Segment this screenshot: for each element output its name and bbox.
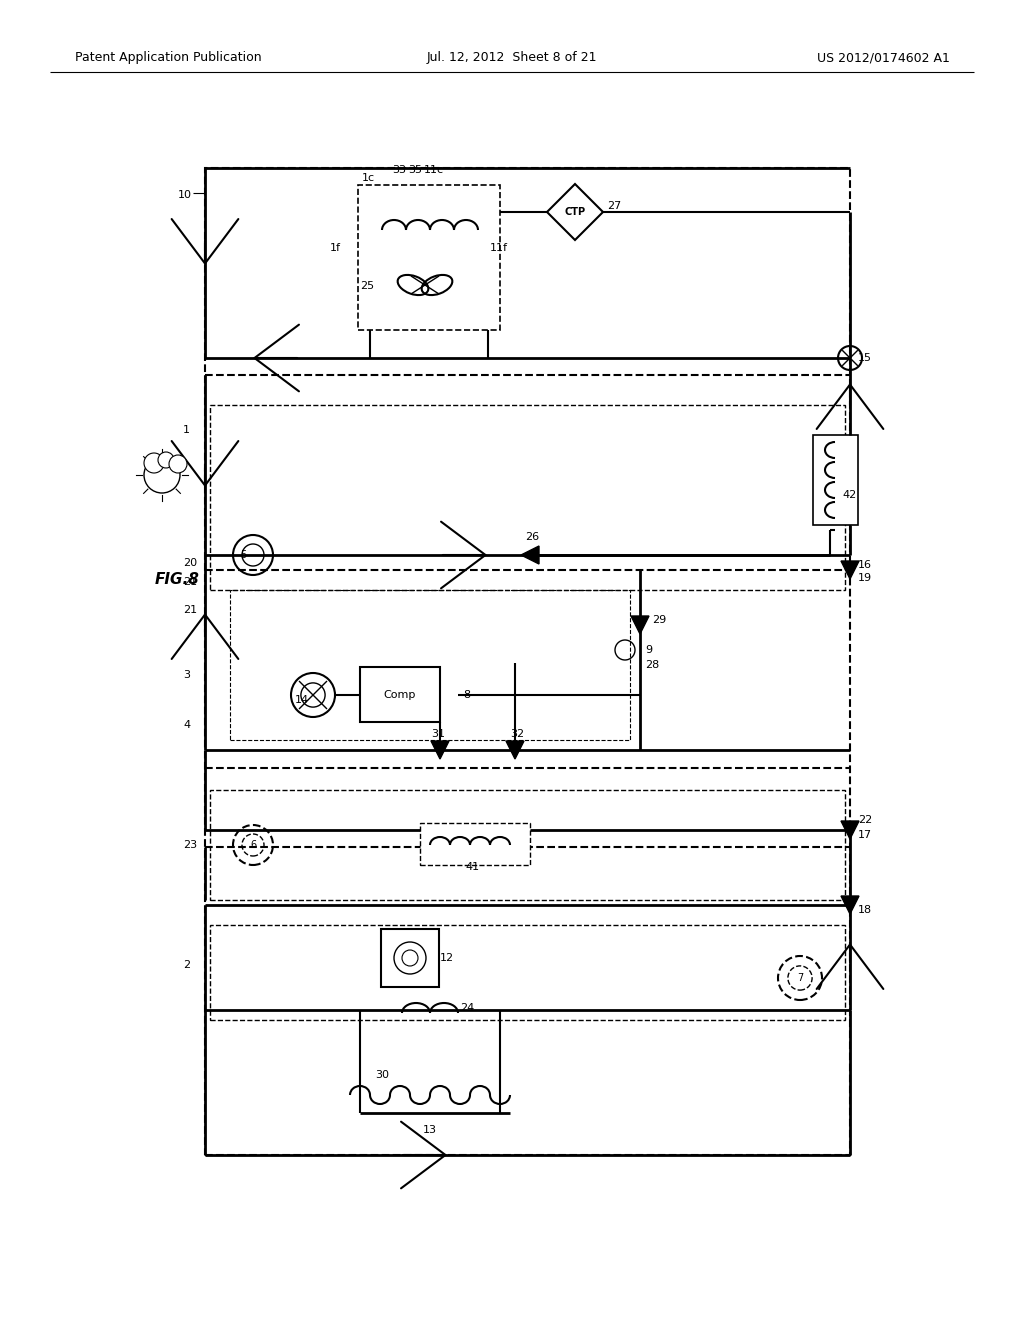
Bar: [210, 789, 845, 900]
Text: 29: 29: [652, 615, 667, 624]
Text: 3: 3: [183, 671, 190, 680]
Text: 2: 2: [183, 960, 190, 970]
Bar: [381, 929, 439, 987]
Text: 9: 9: [645, 645, 652, 655]
Bar: [210, 405, 845, 590]
Text: FIG.8: FIG.8: [155, 573, 200, 587]
Text: 35: 35: [408, 165, 422, 176]
Text: 1c: 1c: [362, 173, 375, 183]
Text: 23: 23: [183, 840, 198, 850]
Text: 11f: 11f: [490, 243, 508, 253]
Text: CTP: CTP: [564, 207, 586, 216]
Text: 5: 5: [240, 550, 246, 560]
Text: 17: 17: [858, 830, 872, 840]
Text: 42: 42: [842, 490, 856, 500]
Text: 21: 21: [183, 605, 198, 615]
Text: 14: 14: [295, 696, 309, 705]
Circle shape: [144, 453, 164, 473]
Text: 15: 15: [858, 352, 872, 363]
Text: Patent Application Publication: Patent Application Publication: [75, 51, 261, 65]
Bar: [205, 168, 850, 1155]
Text: 25: 25: [360, 281, 374, 290]
Text: 12: 12: [440, 953, 454, 964]
Text: 1: 1: [183, 425, 190, 436]
Bar: [360, 667, 440, 722]
Bar: [230, 590, 630, 741]
Text: 31: 31: [431, 729, 445, 739]
Text: 27: 27: [607, 201, 622, 211]
Bar: [358, 185, 500, 330]
Text: US 2012/0174602 A1: US 2012/0174602 A1: [817, 51, 950, 65]
Polygon shape: [506, 741, 524, 759]
Text: 13: 13: [423, 1125, 437, 1135]
Circle shape: [169, 455, 187, 473]
Text: 16: 16: [858, 560, 872, 570]
Text: 22: 22: [858, 814, 872, 825]
Text: 30: 30: [375, 1071, 389, 1080]
Text: 19: 19: [858, 573, 872, 583]
Text: Comp: Comp: [384, 690, 416, 700]
Text: 1f: 1f: [330, 243, 341, 253]
Text: 10: 10: [178, 190, 193, 201]
Text: 32: 32: [510, 729, 524, 739]
Polygon shape: [521, 546, 539, 564]
Text: 26: 26: [525, 532, 539, 543]
Text: 41: 41: [465, 862, 479, 873]
Bar: [420, 822, 530, 865]
Text: 7: 7: [797, 973, 803, 983]
Polygon shape: [841, 896, 859, 913]
Polygon shape: [431, 741, 449, 759]
Text: 28: 28: [645, 660, 659, 671]
Text: 33: 33: [392, 165, 406, 176]
Text: 4: 4: [183, 719, 190, 730]
Text: 21: 21: [183, 577, 198, 587]
Bar: [210, 925, 845, 1020]
Polygon shape: [841, 561, 859, 579]
Polygon shape: [841, 821, 859, 840]
Text: 24: 24: [460, 1003, 474, 1012]
Text: 11c: 11c: [424, 165, 444, 176]
Circle shape: [158, 451, 174, 469]
Bar: [813, 436, 858, 525]
Text: 6: 6: [250, 840, 256, 850]
Text: Jul. 12, 2012  Sheet 8 of 21: Jul. 12, 2012 Sheet 8 of 21: [427, 51, 597, 65]
Polygon shape: [631, 616, 649, 634]
Text: 8: 8: [463, 690, 470, 700]
Text: 18: 18: [858, 906, 872, 915]
Text: 20: 20: [183, 558, 198, 568]
